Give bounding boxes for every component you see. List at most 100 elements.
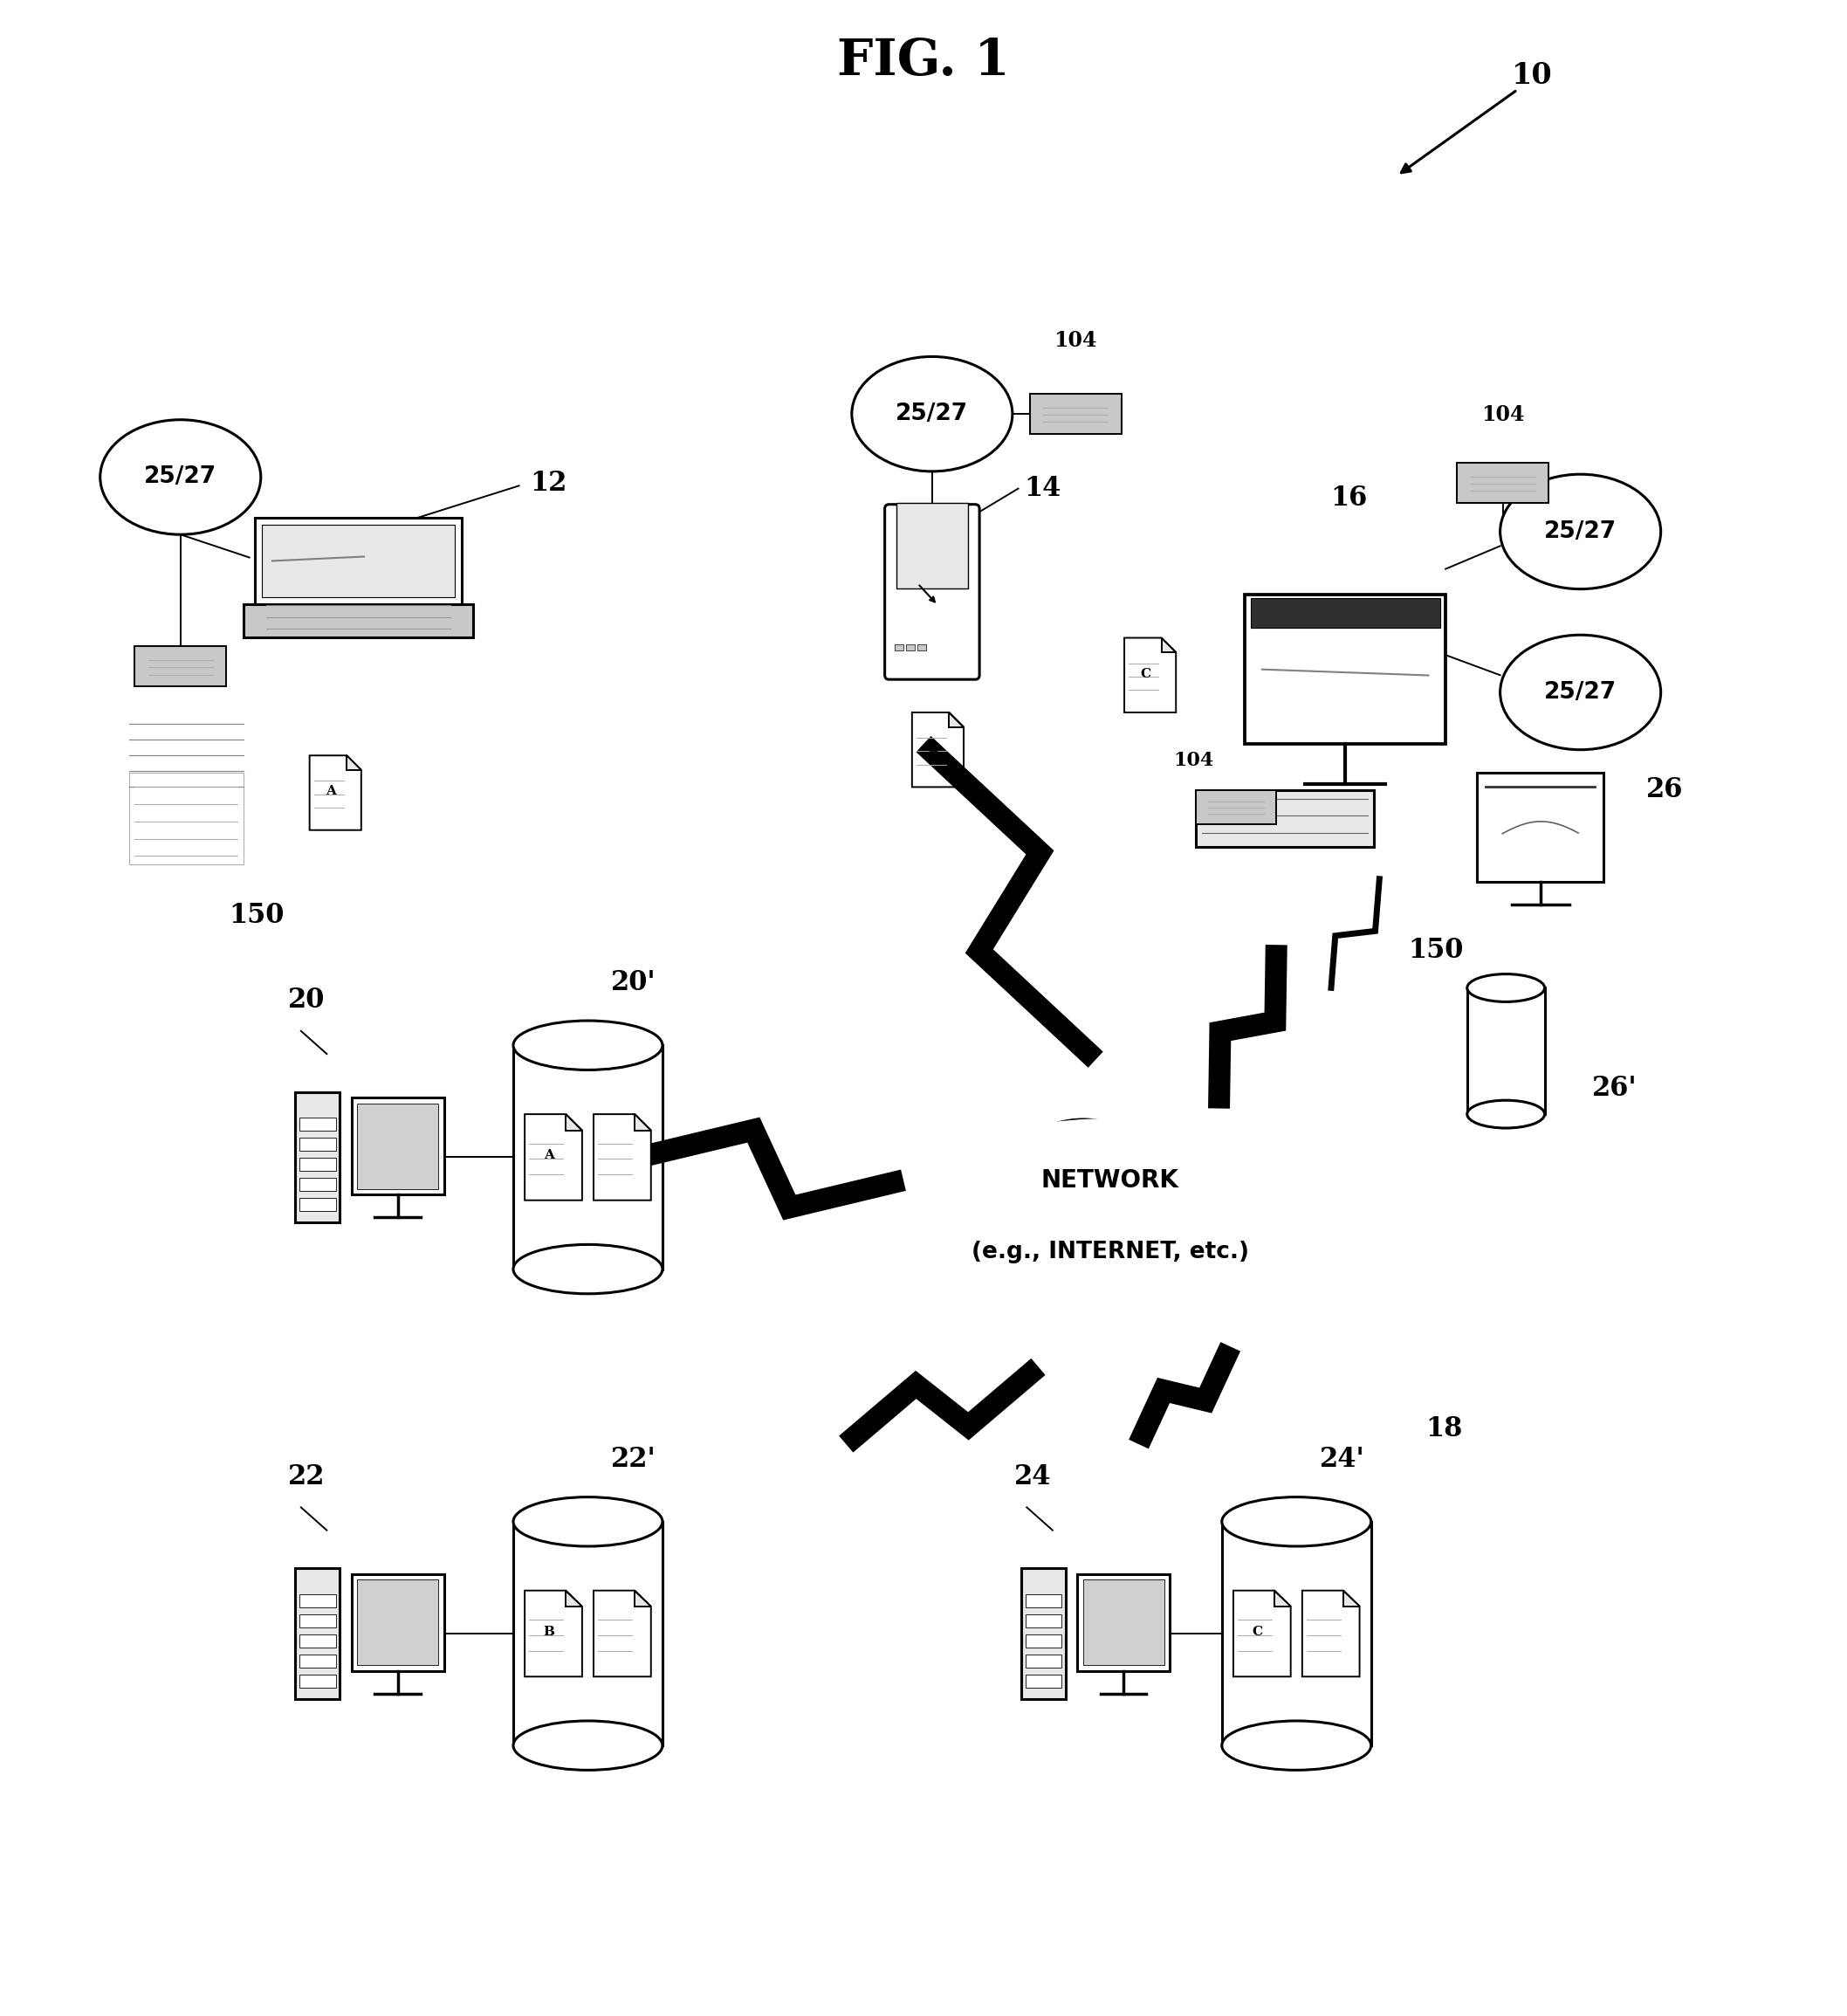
FancyBboxPatch shape bbox=[296, 1568, 340, 1699]
Polygon shape bbox=[593, 1591, 650, 1677]
Text: 22: 22 bbox=[288, 1464, 325, 1490]
Ellipse shape bbox=[968, 1151, 1084, 1240]
FancyBboxPatch shape bbox=[513, 1016, 663, 1046]
Text: 25/27: 25/27 bbox=[1544, 520, 1616, 542]
Ellipse shape bbox=[1020, 1193, 1189, 1276]
Polygon shape bbox=[1234, 1591, 1291, 1677]
Text: 150: 150 bbox=[1407, 937, 1463, 964]
Ellipse shape bbox=[1105, 1191, 1221, 1268]
Ellipse shape bbox=[955, 1179, 1055, 1256]
Polygon shape bbox=[347, 756, 362, 770]
Text: 104: 104 bbox=[1173, 750, 1213, 770]
Text: 150: 150 bbox=[229, 901, 284, 929]
FancyBboxPatch shape bbox=[513, 1494, 663, 1522]
FancyBboxPatch shape bbox=[1467, 970, 1544, 988]
Text: 25/27: 25/27 bbox=[144, 466, 216, 488]
Text: 26': 26' bbox=[1592, 1075, 1636, 1103]
Polygon shape bbox=[593, 1115, 650, 1200]
FancyBboxPatch shape bbox=[356, 1581, 438, 1665]
FancyBboxPatch shape bbox=[299, 1675, 336, 1687]
FancyBboxPatch shape bbox=[299, 1615, 336, 1627]
Ellipse shape bbox=[1500, 474, 1660, 589]
FancyBboxPatch shape bbox=[299, 1157, 336, 1171]
FancyBboxPatch shape bbox=[356, 1103, 438, 1189]
FancyBboxPatch shape bbox=[299, 1655, 336, 1667]
Ellipse shape bbox=[513, 1244, 663, 1294]
FancyBboxPatch shape bbox=[299, 1198, 336, 1212]
Text: 20: 20 bbox=[288, 986, 325, 1014]
Text: 10: 10 bbox=[1511, 60, 1553, 91]
Polygon shape bbox=[310, 756, 362, 831]
Text: 22': 22' bbox=[611, 1445, 656, 1474]
FancyBboxPatch shape bbox=[1025, 1615, 1062, 1627]
FancyBboxPatch shape bbox=[296, 1093, 340, 1222]
Text: 104: 104 bbox=[296, 619, 338, 639]
FancyBboxPatch shape bbox=[262, 524, 454, 597]
Text: 104: 104 bbox=[1481, 405, 1524, 425]
Polygon shape bbox=[1343, 1591, 1359, 1607]
Text: 26: 26 bbox=[1646, 776, 1683, 804]
FancyBboxPatch shape bbox=[513, 1522, 663, 1746]
FancyBboxPatch shape bbox=[1029, 393, 1121, 433]
Text: A: A bbox=[543, 1149, 554, 1161]
FancyBboxPatch shape bbox=[1250, 599, 1441, 627]
Text: 24': 24' bbox=[1319, 1445, 1365, 1474]
FancyBboxPatch shape bbox=[299, 1137, 336, 1151]
Text: 18: 18 bbox=[1426, 1415, 1463, 1443]
Ellipse shape bbox=[1086, 1127, 1219, 1222]
Ellipse shape bbox=[999, 1191, 1116, 1268]
FancyBboxPatch shape bbox=[1077, 1574, 1169, 1671]
Polygon shape bbox=[525, 1115, 582, 1200]
Text: C: C bbox=[1252, 1625, 1263, 1637]
FancyBboxPatch shape bbox=[918, 645, 927, 651]
FancyBboxPatch shape bbox=[299, 1117, 336, 1131]
FancyBboxPatch shape bbox=[1025, 1675, 1062, 1687]
FancyBboxPatch shape bbox=[1223, 1494, 1370, 1522]
Text: B: B bbox=[543, 1625, 554, 1637]
Polygon shape bbox=[565, 1591, 582, 1607]
FancyBboxPatch shape bbox=[255, 518, 462, 605]
Text: 16: 16 bbox=[1332, 484, 1369, 512]
FancyBboxPatch shape bbox=[907, 645, 914, 651]
Text: B: B bbox=[927, 742, 940, 754]
Polygon shape bbox=[949, 712, 964, 728]
FancyBboxPatch shape bbox=[299, 1177, 336, 1191]
Polygon shape bbox=[1302, 1591, 1359, 1677]
FancyBboxPatch shape bbox=[135, 647, 227, 687]
Text: 12: 12 bbox=[530, 470, 567, 496]
Text: FIG. 1: FIG. 1 bbox=[837, 36, 1010, 85]
Ellipse shape bbox=[1171, 1185, 1271, 1260]
Ellipse shape bbox=[1012, 1119, 1154, 1222]
FancyBboxPatch shape bbox=[129, 772, 244, 865]
FancyBboxPatch shape bbox=[894, 645, 903, 651]
Text: 24: 24 bbox=[1014, 1464, 1051, 1490]
Text: C: C bbox=[1141, 667, 1151, 679]
Polygon shape bbox=[635, 1115, 650, 1131]
Polygon shape bbox=[912, 712, 964, 786]
FancyBboxPatch shape bbox=[513, 1046, 663, 1270]
FancyBboxPatch shape bbox=[244, 605, 473, 637]
Polygon shape bbox=[635, 1591, 650, 1607]
Text: A: A bbox=[327, 784, 336, 798]
Ellipse shape bbox=[100, 419, 260, 534]
FancyBboxPatch shape bbox=[1478, 772, 1603, 881]
Ellipse shape bbox=[1467, 974, 1544, 1002]
Ellipse shape bbox=[513, 1722, 663, 1770]
Text: 25/27: 25/27 bbox=[896, 403, 968, 425]
FancyBboxPatch shape bbox=[1021, 1568, 1066, 1699]
FancyBboxPatch shape bbox=[896, 502, 968, 589]
Text: NETWORK: NETWORK bbox=[1042, 1167, 1178, 1191]
FancyBboxPatch shape bbox=[351, 1574, 443, 1671]
Text: (e.g., INTERNET, etc.): (e.g., INTERNET, etc.) bbox=[972, 1240, 1249, 1264]
FancyBboxPatch shape bbox=[1457, 464, 1550, 502]
Polygon shape bbox=[1125, 637, 1177, 712]
Text: 104: 104 bbox=[1055, 331, 1097, 351]
FancyBboxPatch shape bbox=[1223, 1522, 1370, 1746]
FancyBboxPatch shape bbox=[1025, 1655, 1062, 1667]
FancyBboxPatch shape bbox=[1082, 1581, 1164, 1665]
FancyBboxPatch shape bbox=[1467, 988, 1544, 1115]
Ellipse shape bbox=[905, 1119, 1315, 1298]
Polygon shape bbox=[565, 1115, 582, 1131]
Polygon shape bbox=[1274, 1591, 1291, 1607]
Text: 14: 14 bbox=[1023, 476, 1060, 502]
